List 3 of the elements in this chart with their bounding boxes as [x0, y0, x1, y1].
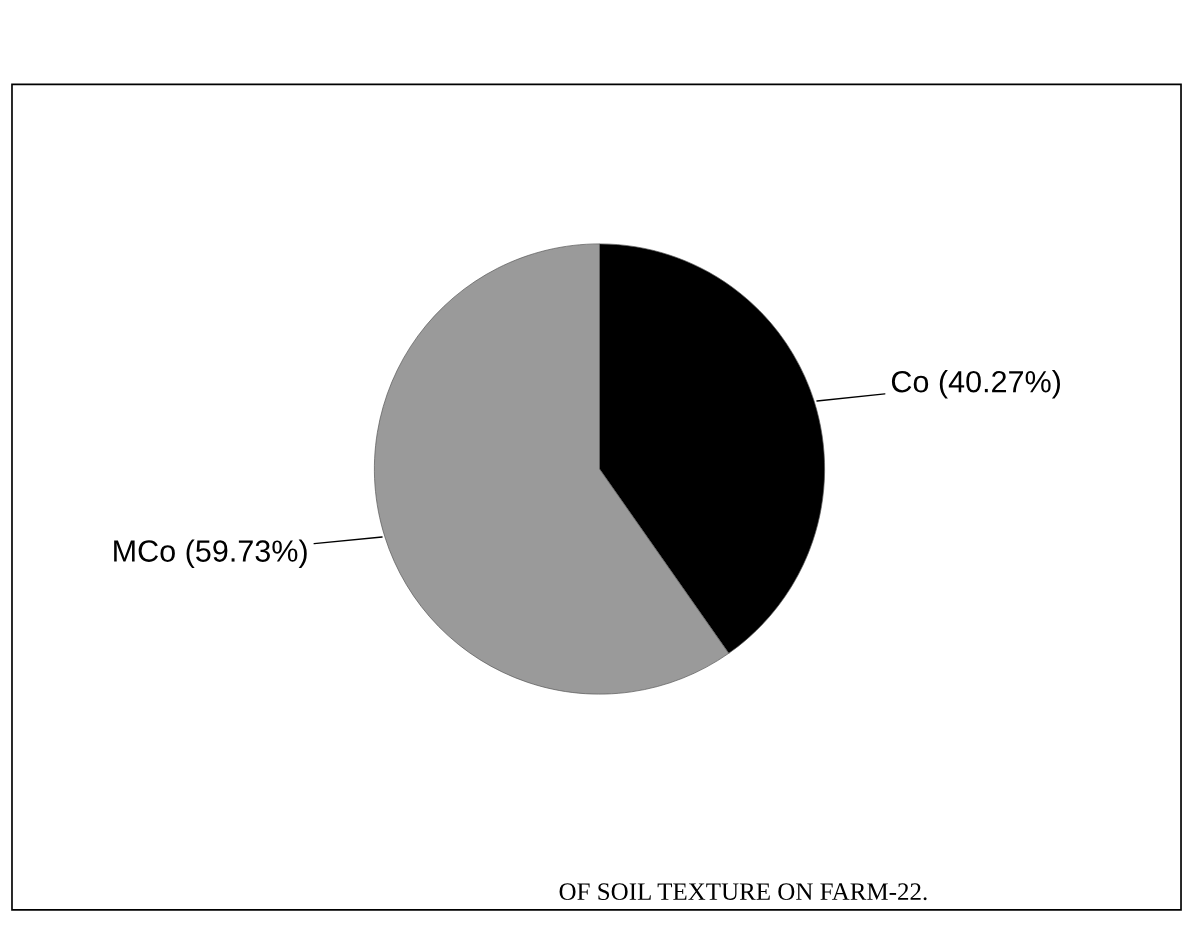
- text: OF SOIL TEXTURE ON FARM-22.: [559, 883, 927, 901]
- slice-label: Co (40.27%): [891, 370, 1060, 399]
- slice-label: MCo (59.73%): [114, 539, 307, 568]
